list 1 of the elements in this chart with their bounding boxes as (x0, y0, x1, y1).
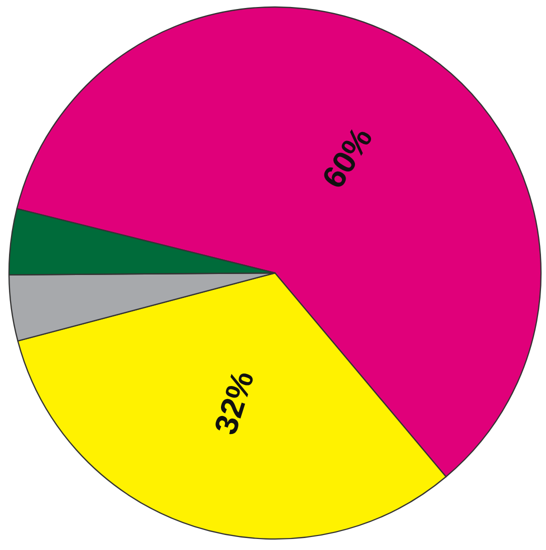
data-label: 32% (207, 366, 261, 439)
